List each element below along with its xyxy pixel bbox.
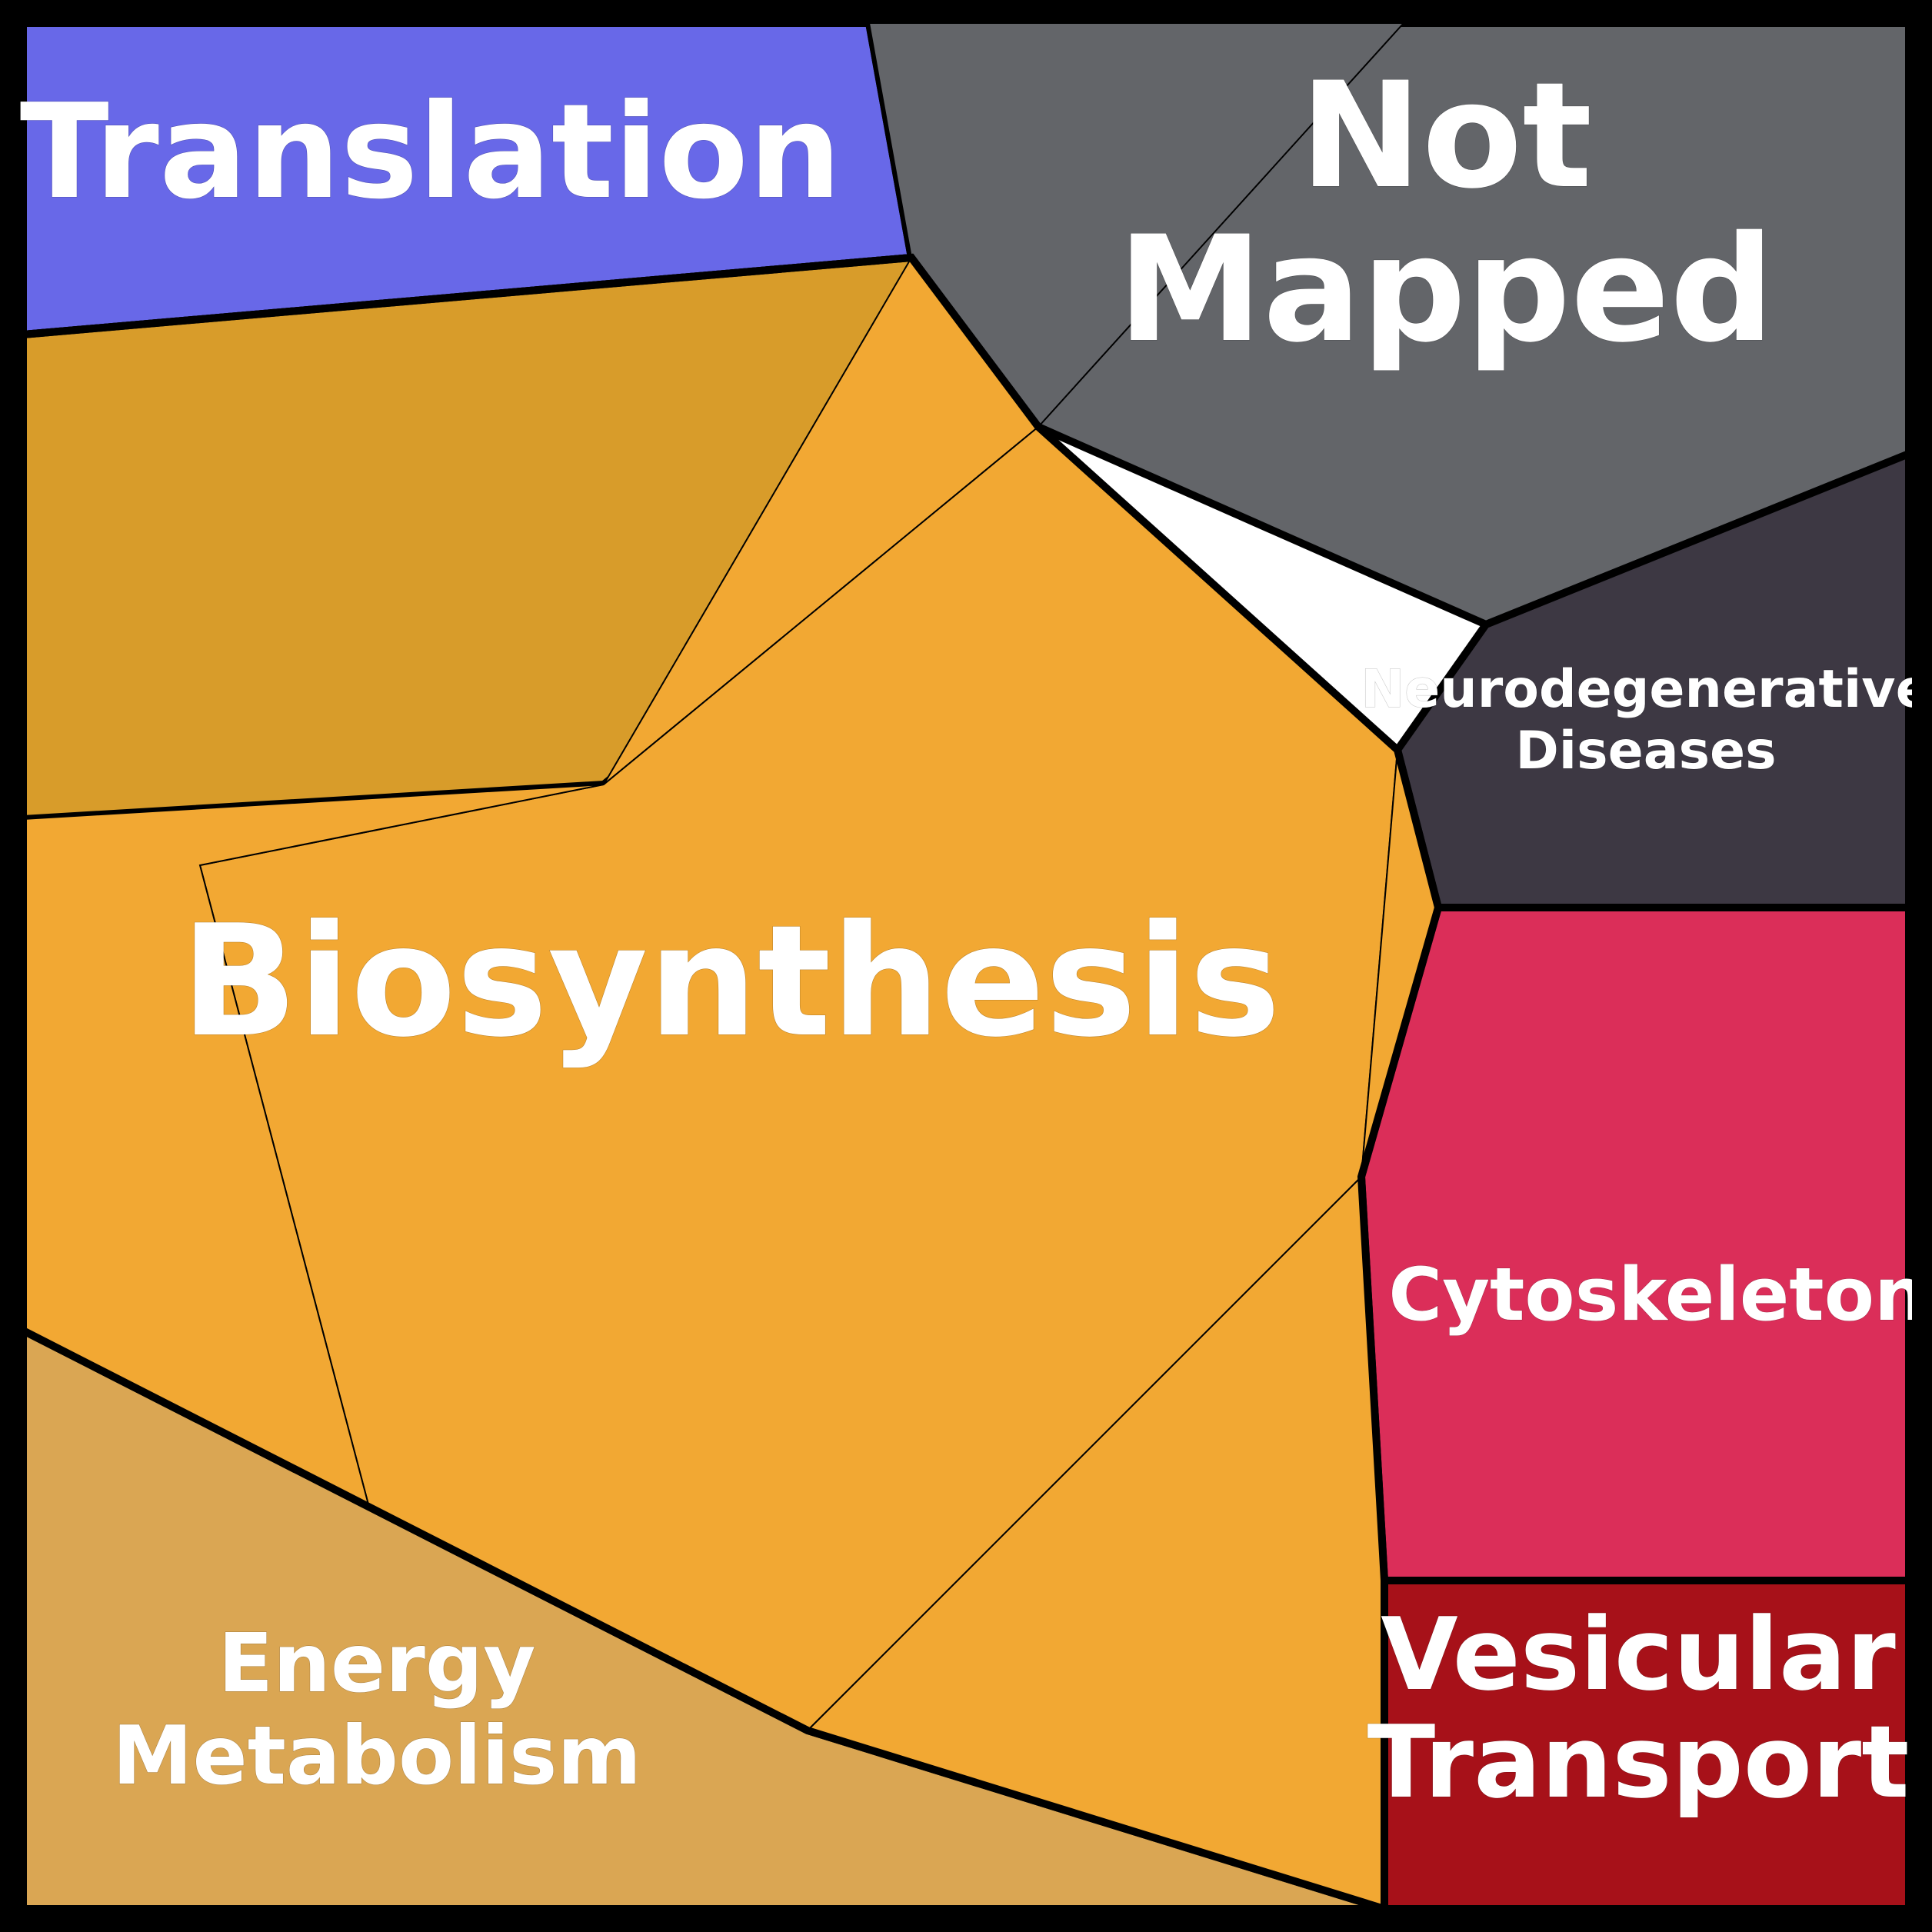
- cell-cytoskeleton: [1361, 908, 1909, 1581]
- label-bio-center: Biosynthesis: [181, 892, 1281, 1071]
- label-cytoskeleton: Cytoskeleton: [1388, 1253, 1926, 1337]
- label-vesicular: VesicularTransport: [1367, 1596, 1910, 1820]
- label-translation: Translation: [20, 76, 841, 228]
- voronoi-treemap: TranslationNotMappedNeurodegenerativeDis…: [0, 0, 1932, 1932]
